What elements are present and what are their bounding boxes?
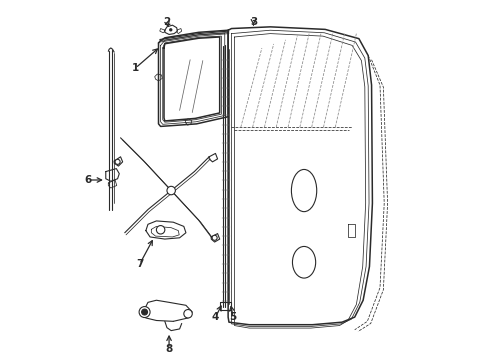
Text: 3: 3 bbox=[250, 17, 257, 27]
Circle shape bbox=[142, 309, 147, 315]
Text: 8: 8 bbox=[166, 344, 172, 354]
Circle shape bbox=[139, 307, 150, 318]
Circle shape bbox=[169, 28, 172, 31]
Text: 5: 5 bbox=[229, 312, 237, 322]
Text: 1: 1 bbox=[132, 63, 139, 73]
Text: 2: 2 bbox=[163, 17, 171, 27]
Circle shape bbox=[184, 310, 192, 318]
Circle shape bbox=[212, 235, 217, 240]
Text: 7: 7 bbox=[136, 259, 143, 269]
Circle shape bbox=[167, 186, 175, 195]
Text: 6: 6 bbox=[84, 175, 92, 185]
Circle shape bbox=[115, 159, 120, 165]
Text: 4: 4 bbox=[212, 312, 219, 322]
Circle shape bbox=[156, 226, 165, 234]
